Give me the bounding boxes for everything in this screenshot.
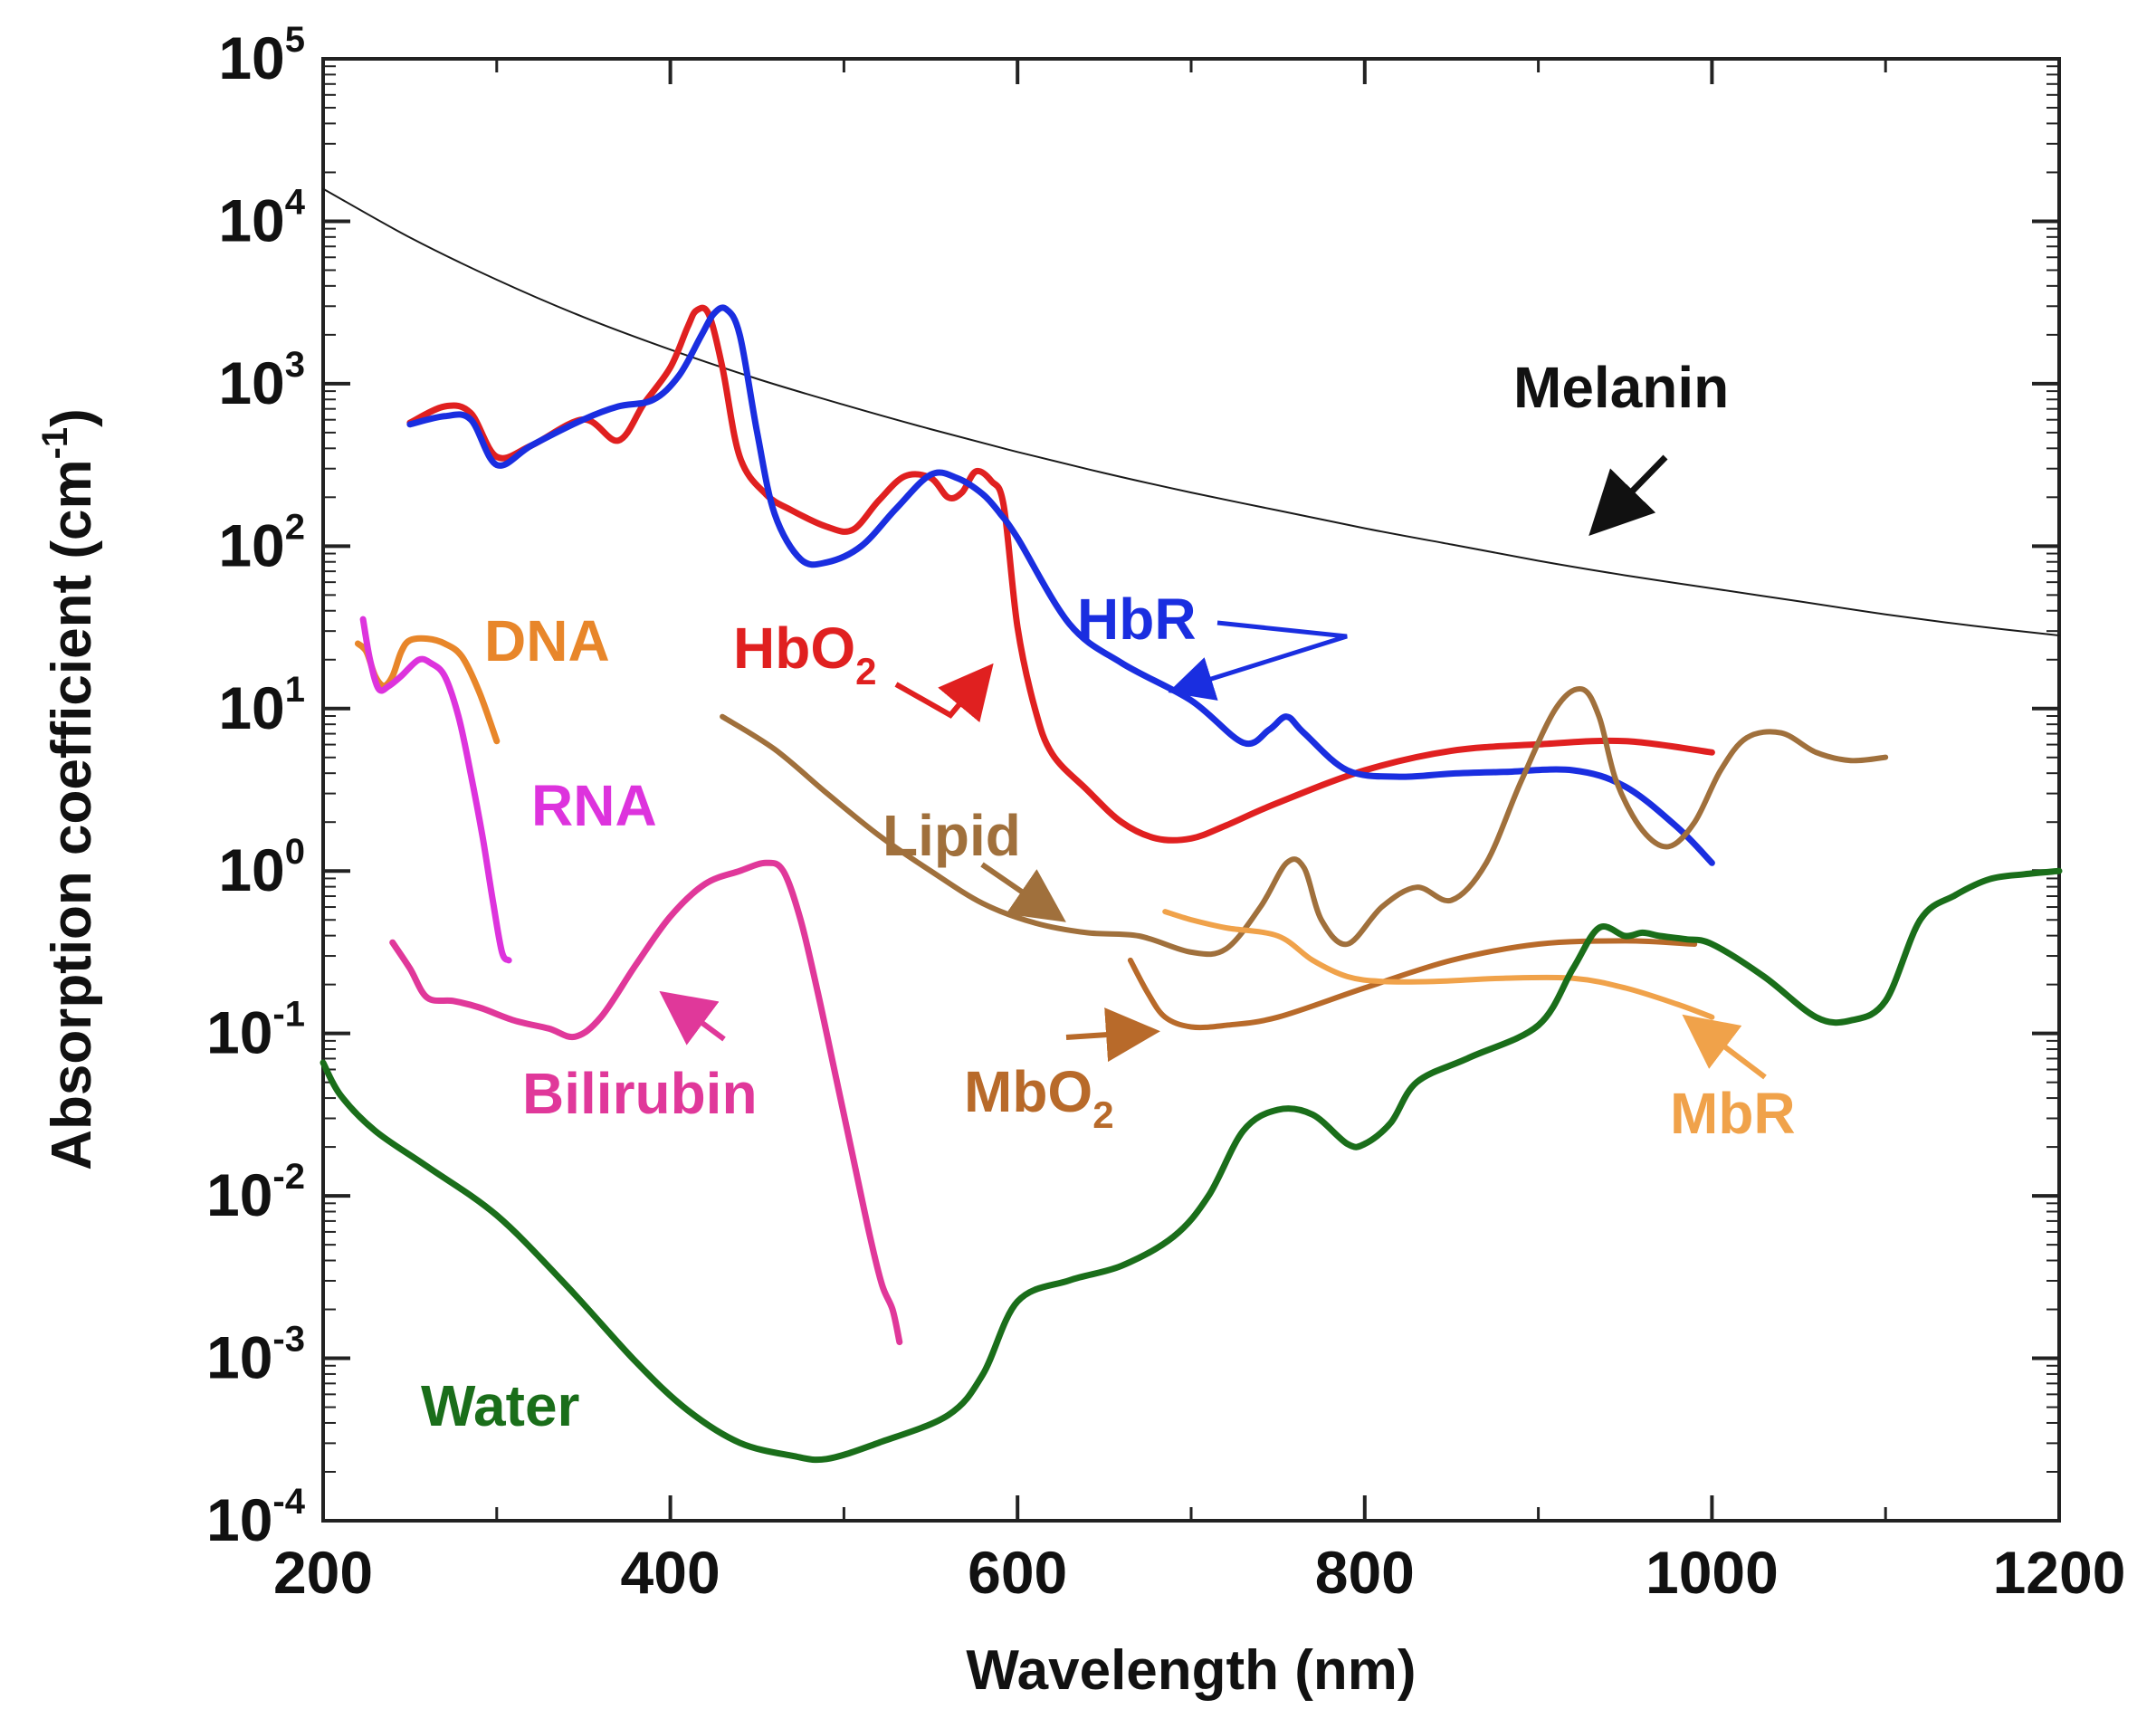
series-line-hbr [406, 304, 1715, 866]
label-rna: RNA [531, 773, 657, 838]
series-line-melanin [322, 187, 2060, 636]
series-line-hbo2 [406, 304, 1715, 844]
y-tick-labels: 105 104 103 102 101 100 10-1 10-2 10-3 10-4 [206, 20, 306, 1553]
x-tick-label-400: 400 [621, 1539, 720, 1606]
y-tick-label-1e5: 105 [218, 20, 305, 91]
y-tick-label-1e4: 104 [218, 182, 305, 253]
series-line-water [320, 867, 2063, 1464]
series-line-rna [359, 616, 512, 964]
lipid-arrow [980, 862, 1066, 922]
y-tick-label-1e-1: 10-1 [206, 995, 305, 1066]
x-tick-label-800: 800 [1315, 1539, 1415, 1606]
label-hbo2: HbO2 [733, 616, 876, 692]
x-tick-label-1000: 1000 [1646, 1539, 1779, 1606]
label-water: Water [421, 1373, 579, 1438]
label-hbr: HbR [1077, 587, 1197, 652]
series-lines [320, 187, 2063, 1464]
y-tick-label-1e3: 103 [218, 345, 305, 416]
series-line-mbr [1162, 909, 1715, 1020]
y-tick-label-1e1: 101 [218, 670, 305, 741]
x-tick-label-1200: 1200 [1993, 1539, 2126, 1606]
axis-ticks [321, 57, 2061, 1523]
y-axis-title: Absorption coefficient (cm-1) [35, 408, 103, 1170]
x-tick-labels: 200 400 600 800 1000 1200 [273, 1539, 2125, 1606]
hbo2-arrow [894, 663, 994, 723]
x-axis-title: Wavelength (nm) [966, 1639, 1416, 1702]
x-tick-label-600: 600 [968, 1539, 1067, 1606]
y-tick-label-1e2: 102 [218, 507, 305, 578]
y-tick-label-1e-4: 10-4 [206, 1482, 306, 1553]
mbr-arrow [1682, 1014, 1767, 1080]
label-lipid: Lipid [882, 803, 1021, 868]
y-tick-label-1e0: 100 [218, 832, 305, 903]
melanin-arrow [1588, 454, 1668, 537]
label-dna: DNA [484, 608, 610, 673]
x-tick-label-200: 200 [273, 1539, 373, 1606]
label-melanin: Melanin [1513, 355, 1729, 420]
mbo2-arrow [1065, 1007, 1160, 1063]
label-mbo2: MbO2 [964, 1059, 1114, 1136]
label-mbr: MbR [1670, 1081, 1796, 1146]
y-tick-label-1e-2: 10-2 [206, 1157, 305, 1228]
bilirubin-arrow [659, 990, 726, 1045]
series-line-lipid [720, 686, 1889, 958]
label-bilirubin: Bilirubin [522, 1061, 758, 1126]
hbr-arrow [1168, 620, 1348, 701]
series-line-mbo2 [1127, 938, 1698, 1031]
y-tick-label-1e-3: 10-3 [206, 1320, 305, 1391]
series-line-bilirubin [389, 859, 903, 1346]
